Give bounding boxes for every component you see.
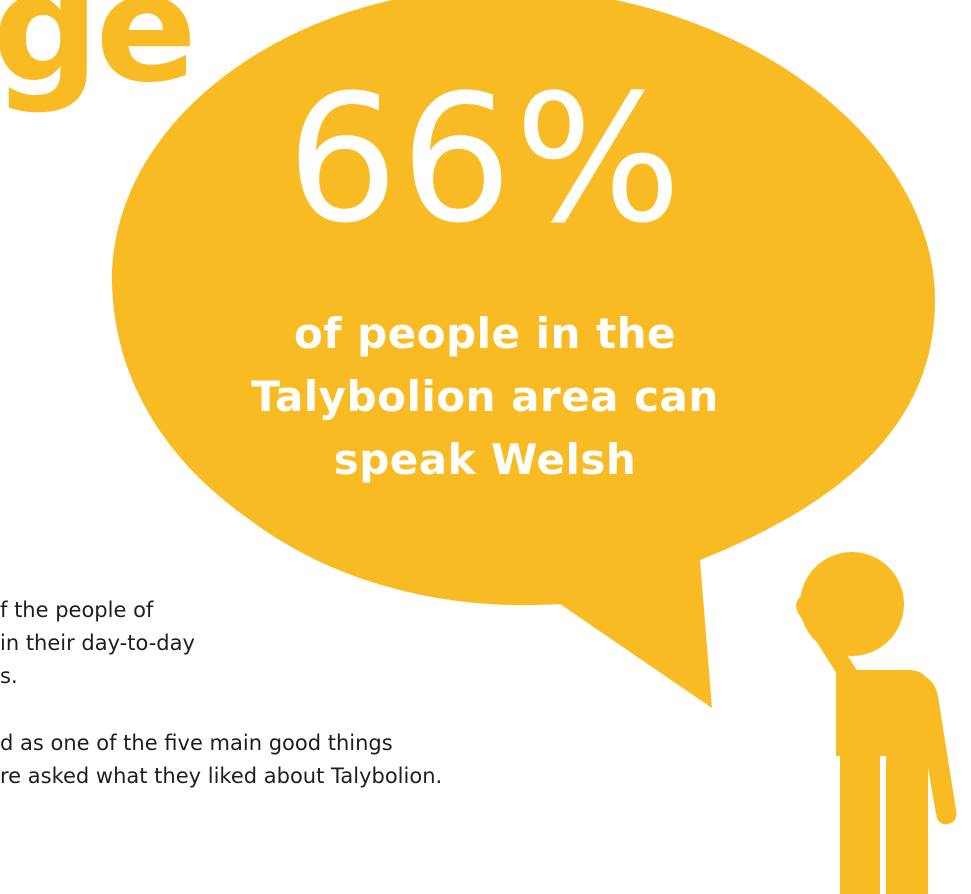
paragraph-line: d as one of the five main good things <box>0 731 393 755</box>
paragraph-line: in their day-to-day <box>0 631 195 655</box>
stat-percent: 66% <box>286 57 684 262</box>
person-raised-arm <box>796 586 858 688</box>
body-paragraph-good-things: d as one of the five main good things re… <box>0 727 442 793</box>
stat-caption: of people in the Talybolion area can spe… <box>140 302 830 491</box>
stat-caption-line: speak Welsh <box>333 435 637 484</box>
body-paragraph-daily-use: f the people of in their day-to-day s. <box>0 594 195 693</box>
stat-caption-line: Talybolion area can <box>251 372 719 421</box>
person-torso <box>836 670 930 756</box>
paragraph-line: f the people of <box>0 598 154 622</box>
speech-bubble-shape <box>111 0 935 708</box>
page-heading: ge <box>0 0 197 116</box>
person-left-leg <box>840 748 880 894</box>
paragraph-line: re asked what they liked about Talybolio… <box>0 764 443 788</box>
person-right-leg <box>886 748 928 894</box>
thinking-person-icon <box>796 552 957 894</box>
stat-caption-line: of people in the <box>293 309 677 358</box>
paragraph-line: s. <box>0 664 18 688</box>
person-hanging-arm <box>916 674 957 825</box>
